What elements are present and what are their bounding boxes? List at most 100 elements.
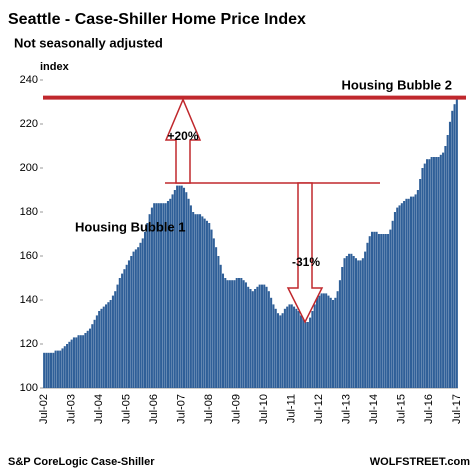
bar bbox=[345, 256, 348, 388]
bar bbox=[329, 297, 332, 388]
chart-subtitle: Not seasonally adjusted bbox=[14, 35, 163, 50]
bar bbox=[276, 313, 280, 388]
bar bbox=[61, 348, 64, 388]
bar bbox=[244, 282, 247, 388]
bar bbox=[400, 203, 403, 388]
bar bbox=[279, 315, 282, 388]
bar bbox=[49, 352, 53, 388]
bar bbox=[336, 291, 339, 388]
bar bbox=[419, 179, 422, 388]
bar bbox=[290, 304, 293, 388]
bar bbox=[350, 253, 353, 388]
bar bbox=[185, 192, 188, 388]
bar bbox=[127, 260, 131, 388]
bar bbox=[75, 337, 78, 388]
bar bbox=[176, 185, 179, 388]
bar bbox=[382, 234, 385, 388]
bar bbox=[295, 308, 298, 388]
bar bbox=[116, 284, 119, 388]
bar bbox=[338, 280, 341, 388]
bar bbox=[146, 223, 149, 388]
credit: WOLFSTREET.com bbox=[370, 456, 470, 468]
bar bbox=[435, 157, 438, 388]
bar bbox=[432, 157, 435, 388]
bar bbox=[180, 185, 183, 388]
y-tick-label: 140 bbox=[20, 294, 38, 306]
bar bbox=[249, 289, 252, 388]
bar bbox=[45, 352, 48, 388]
bar bbox=[325, 293, 328, 388]
bar bbox=[281, 313, 284, 388]
bar bbox=[160, 203, 163, 388]
fall-arrow bbox=[286, 182, 324, 324]
bar bbox=[451, 110, 454, 389]
bar bbox=[68, 341, 71, 388]
y-tick-label: 220 bbox=[20, 118, 38, 130]
bar bbox=[217, 256, 220, 388]
bar bbox=[414, 194, 417, 388]
bar bbox=[72, 337, 75, 388]
bar bbox=[224, 278, 227, 388]
bar bbox=[137, 247, 140, 388]
bar bbox=[297, 311, 300, 388]
bubble-2-label: Housing Bubble 2 bbox=[342, 77, 453, 92]
bar bbox=[391, 220, 394, 388]
x-tick-label: Jul-12 bbox=[313, 394, 325, 424]
bar bbox=[396, 207, 399, 388]
bar bbox=[387, 234, 390, 388]
bar bbox=[199, 214, 202, 388]
bar bbox=[105, 304, 108, 388]
bar bbox=[192, 212, 195, 388]
x-tick-label: Jul-04 bbox=[93, 394, 105, 424]
bar bbox=[318, 295, 321, 388]
bar bbox=[270, 297, 273, 388]
chart-title: Seattle - Case-Shiller Home Price Index bbox=[8, 11, 306, 28]
bar bbox=[254, 289, 257, 388]
bar bbox=[86, 330, 89, 388]
bar bbox=[203, 218, 206, 388]
bar bbox=[107, 302, 110, 388]
bar bbox=[304, 322, 307, 388]
bar bbox=[444, 146, 447, 388]
bar bbox=[130, 256, 133, 388]
bar bbox=[95, 315, 98, 388]
bar bbox=[412, 196, 415, 388]
bar bbox=[56, 350, 59, 388]
bar bbox=[150, 207, 153, 388]
bar bbox=[212, 238, 215, 388]
bar bbox=[357, 260, 360, 388]
bar bbox=[148, 214, 151, 388]
bar bbox=[219, 264, 222, 388]
x-tick-label: Jul-15 bbox=[396, 394, 408, 424]
bar bbox=[439, 154, 442, 388]
bar bbox=[430, 157, 433, 388]
bar bbox=[368, 236, 371, 388]
bar bbox=[274, 308, 277, 388]
bar bbox=[182, 187, 186, 388]
bar bbox=[178, 185, 181, 388]
bar bbox=[98, 311, 101, 388]
bar bbox=[341, 267, 344, 388]
bar bbox=[364, 251, 367, 388]
bar bbox=[102, 306, 105, 388]
bar bbox=[313, 304, 316, 388]
bar bbox=[231, 280, 234, 388]
bar bbox=[189, 205, 192, 388]
x-tick-label: Jul-16 bbox=[423, 394, 435, 424]
bar bbox=[260, 284, 263, 388]
bar bbox=[442, 152, 445, 388]
bar bbox=[143, 231, 147, 388]
x-tick-label: Jul-14 bbox=[368, 394, 380, 424]
bar bbox=[405, 198, 408, 388]
bar bbox=[242, 280, 245, 388]
bar bbox=[332, 300, 335, 388]
bar bbox=[123, 269, 126, 388]
x-tick-label: Jul-05 bbox=[121, 394, 133, 424]
bar bbox=[79, 335, 82, 388]
x-tick-label: Jul-06 bbox=[148, 394, 160, 424]
bar bbox=[375, 231, 378, 388]
bar bbox=[238, 278, 241, 388]
x-tick-label: Jul-08 bbox=[203, 394, 215, 424]
bar bbox=[416, 190, 419, 388]
bar bbox=[380, 234, 383, 388]
